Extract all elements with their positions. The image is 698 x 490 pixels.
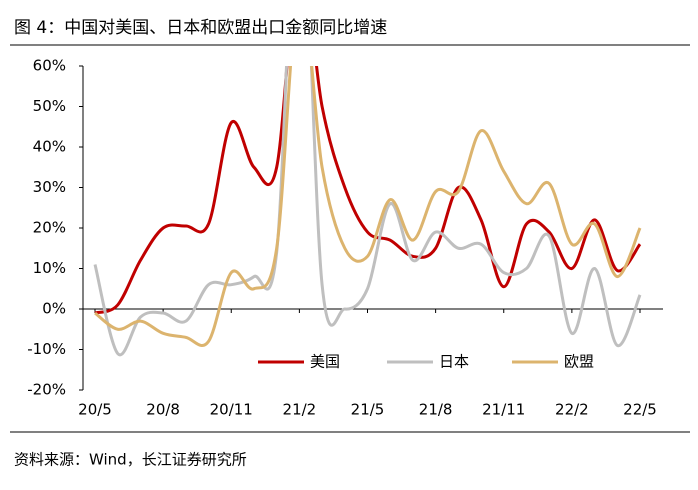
y-tick-label: -10% — [27, 340, 66, 358]
x-tick-label: 20/8 — [146, 401, 180, 419]
y-tick-label: 60% — [33, 57, 66, 75]
y-tick-label: 30% — [33, 178, 66, 196]
source: 资料来源：Wind，长江证券研究所 — [14, 451, 247, 469]
x-tick-label: 21/8 — [419, 401, 453, 419]
legend-label: 欧盟 — [564, 353, 594, 371]
x-tick-label: 21/11 — [482, 401, 525, 419]
x-tick-label: 21/2 — [283, 401, 317, 419]
series-line — [94, 66, 642, 348]
y-tick-label: 40% — [33, 138, 66, 156]
plot-area — [93, 66, 642, 357]
legend-label: 美国 — [310, 353, 340, 371]
series-line — [93, 66, 642, 357]
series-line — [94, 66, 642, 315]
y-tick-label: 0% — [42, 300, 66, 318]
x-tick-label: 20/5 — [78, 401, 112, 419]
x-tick-label: 22/5 — [623, 401, 657, 419]
legend-label: 日本 — [439, 353, 469, 371]
x-tick-label: 22/2 — [555, 401, 589, 419]
x-tick-label: 20/11 — [210, 401, 253, 419]
y-tick-label: 50% — [33, 97, 66, 115]
y-tick-label: 10% — [33, 259, 66, 277]
y-tick-label: -20% — [27, 381, 66, 399]
chart-title: 图 4：中国对美国、日本和欧盟出口金额同比增速 — [14, 18, 387, 38]
x-tick-label: 21/5 — [351, 401, 385, 419]
y-tick-label: 20% — [33, 219, 66, 237]
